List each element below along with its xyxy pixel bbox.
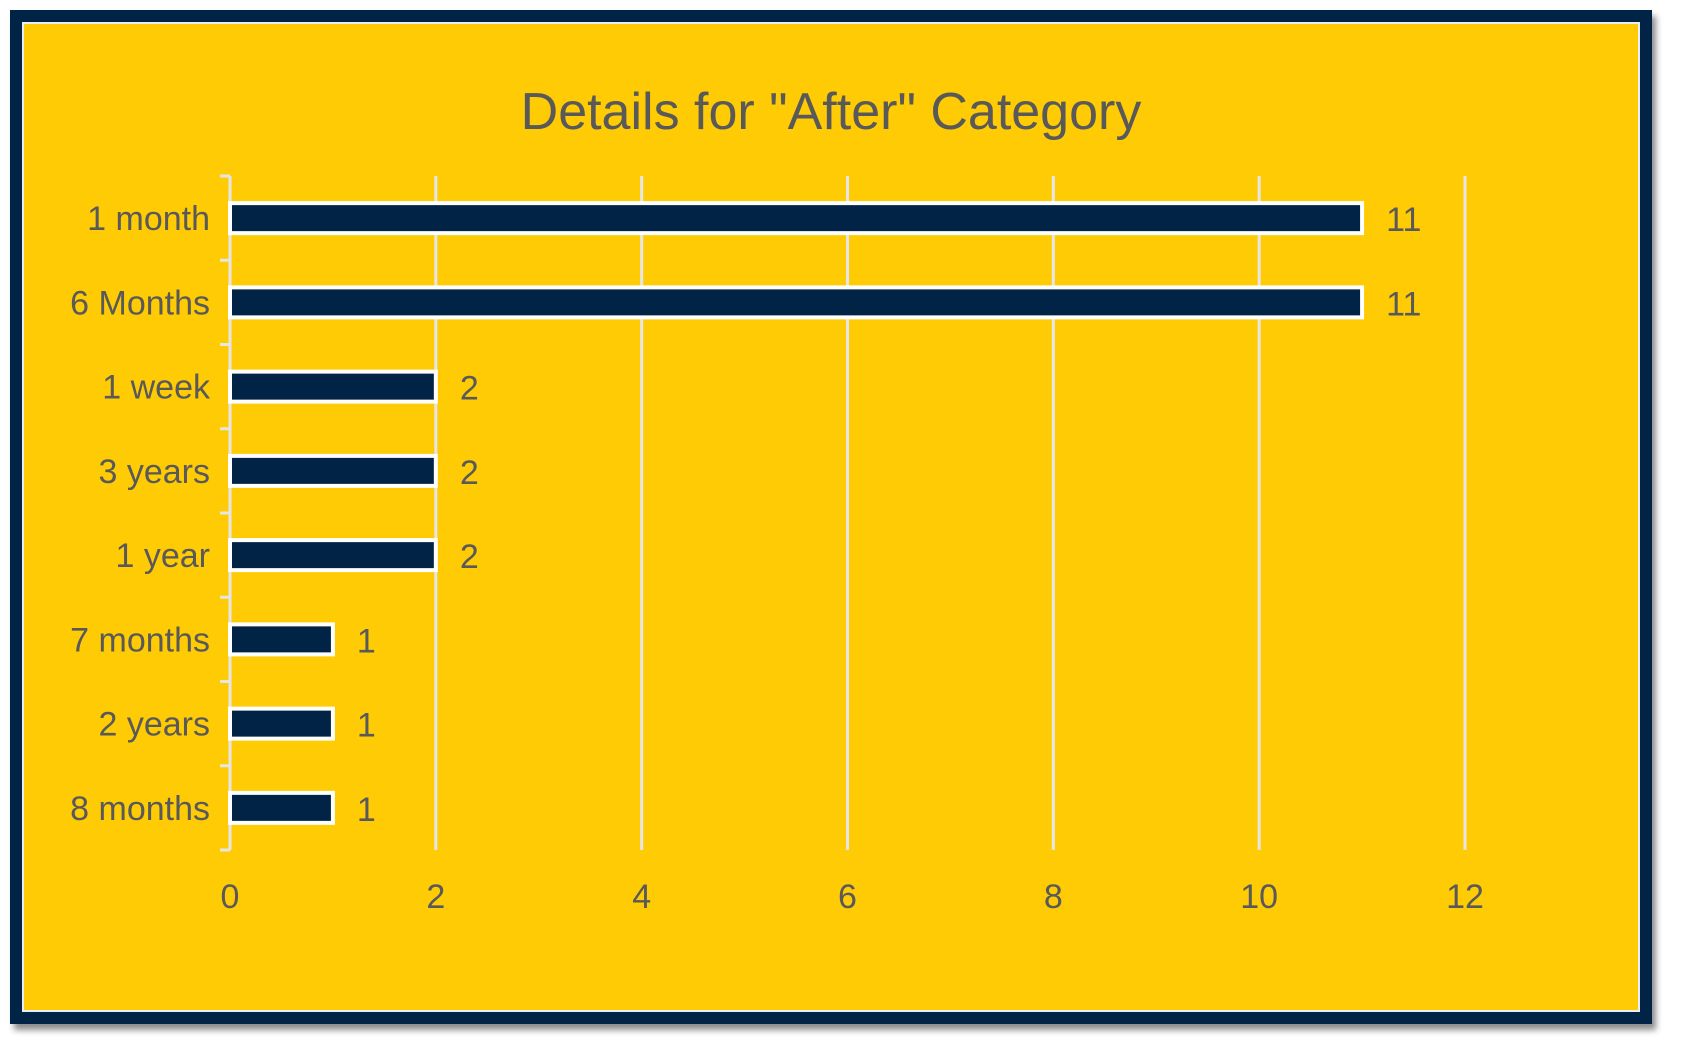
category-label-0: 1 month: [87, 200, 210, 238]
bar-6: [228, 706, 335, 741]
data-label-2: 2: [460, 370, 479, 408]
data-label-0: 11: [1386, 201, 1421, 239]
x-tick-label-5: 10: [1240, 878, 1278, 916]
bar-1: [228, 285, 1365, 320]
data-label-7: 1: [357, 791, 376, 829]
category-label-5: 7 months: [70, 621, 210, 659]
bar-4: [228, 538, 438, 573]
category-label-7: 8 months: [70, 790, 210, 828]
data-label-6: 1: [357, 707, 376, 745]
x-tick-label-6: 12: [1446, 878, 1484, 916]
data-label-1: 11: [1386, 285, 1421, 323]
bar-5: [228, 622, 335, 657]
chart-title: Details for "After" Category: [520, 83, 1142, 141]
chart-plot: 1 month 116 Months 111 week 23 years 21 year…: [70, 174, 1484, 916]
x-tick-label-3: 6: [838, 878, 857, 916]
chart-frame: Details for "After" Category 1 month 11 6 …: [10, 10, 1652, 1024]
data-label-5: 1: [357, 622, 376, 660]
x-tick-label-0: 0: [221, 878, 240, 916]
category-label-4: 1 year: [116, 537, 211, 575]
data-label-3: 2: [460, 454, 479, 492]
x-tick-label-4: 8: [1044, 878, 1063, 916]
category-label-3: 3 years: [99, 453, 211, 491]
x-tick-label-1: 2: [426, 878, 445, 916]
category-label-2: 1 week: [102, 369, 211, 407]
chart-area: Details for "After" Category 1 month 11 6 …: [22, 22, 1640, 1012]
category-label-6: 2 years: [99, 706, 211, 744]
data-label-4: 2: [460, 538, 479, 576]
bar-2: [228, 369, 438, 404]
bar-7: [228, 790, 335, 825]
category-label-1: 6 Months: [70, 284, 210, 322]
bar-3: [228, 453, 438, 488]
x-tick-label-2: 4: [632, 878, 651, 916]
bar-0: [228, 201, 1365, 236]
